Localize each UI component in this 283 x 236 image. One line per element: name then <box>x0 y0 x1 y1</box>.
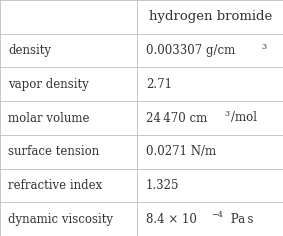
Text: 3: 3 <box>261 43 266 51</box>
Text: surface tension: surface tension <box>8 145 100 158</box>
Text: 3: 3 <box>225 110 230 118</box>
Text: 2.71: 2.71 <box>146 78 172 91</box>
Text: Pa s: Pa s <box>227 213 253 226</box>
Text: −4: −4 <box>211 211 223 219</box>
Text: 1.325: 1.325 <box>146 179 179 192</box>
Text: hydrogen bromide: hydrogen bromide <box>149 10 272 23</box>
Text: 8.4 × 10: 8.4 × 10 <box>146 213 197 226</box>
Text: refractive index: refractive index <box>8 179 103 192</box>
Text: 0.003307 g/cm: 0.003307 g/cm <box>146 44 235 57</box>
Text: 24 470 cm: 24 470 cm <box>146 111 207 125</box>
Text: vapor density: vapor density <box>8 78 89 91</box>
Text: molar volume: molar volume <box>8 111 90 125</box>
Text: density: density <box>8 44 52 57</box>
Text: /mol: /mol <box>231 111 258 125</box>
Text: dynamic viscosity: dynamic viscosity <box>8 213 113 226</box>
Text: 0.0271 N/m: 0.0271 N/m <box>146 145 216 158</box>
